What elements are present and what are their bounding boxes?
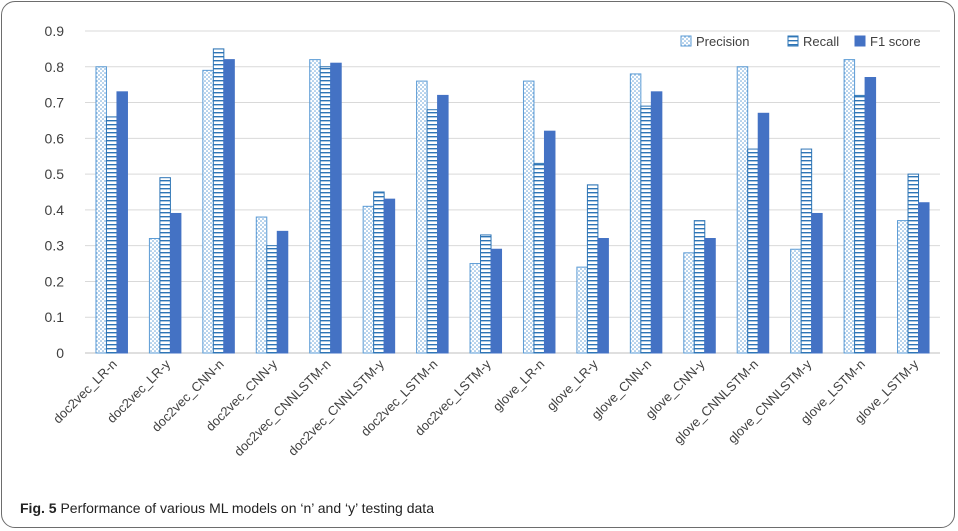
legend: Precision Recall F1 score	[680, 34, 921, 49]
y-tick-label: 0.3	[45, 238, 65, 254]
precision-bar	[629, 73, 642, 354]
precision-bar	[736, 66, 749, 354]
caption-label: Fig. 5	[20, 500, 57, 516]
y-axis-ticks: 0 0.1 0.2 0.3 0.4 0.5 0.6 0.7 0.8 0.9	[45, 23, 65, 361]
f1-score-bar	[490, 248, 503, 354]
recall-bar	[640, 105, 652, 354]
f1-score-bar	[864, 77, 877, 354]
legend-label: Precision	[696, 34, 749, 49]
y-tick-label: 0	[56, 345, 64, 361]
recall-bar	[854, 94, 866, 354]
y-tick-label: 0.5	[45, 166, 65, 182]
x-category-label: doc2vec_CNNLSTM-n	[231, 357, 334, 460]
y-tick-label: 0.1	[45, 309, 65, 325]
f1-score-bar	[116, 91, 128, 354]
f1-score-bar	[704, 238, 716, 354]
f1-score-bar	[169, 212, 182, 354]
precision-bar	[95, 66, 107, 354]
x-category-label: doc2vec_CNNLSTM-y	[285, 356, 387, 458]
recall-bar	[105, 116, 118, 354]
f1-score-bar	[383, 198, 396, 354]
f1-score-bar	[437, 94, 449, 354]
y-tick-label: 0.6	[45, 130, 65, 146]
y-tick-label: 0.4	[45, 202, 65, 218]
recall-bar	[533, 162, 545, 354]
precision-bar	[790, 248, 802, 354]
precision-bar	[469, 263, 482, 354]
legend-swatch	[854, 35, 866, 47]
caption-text: Performance of various ML models on ‘n’ …	[56, 500, 434, 516]
recall-bar	[212, 48, 225, 354]
legend-swatch	[680, 35, 692, 47]
recall-bar	[266, 245, 278, 354]
x-category-label: glove_LR-n	[490, 357, 548, 415]
recall-bar	[426, 109, 439, 354]
recall-bar	[319, 66, 332, 354]
x-axis-categories: doc2vec_LR-ndoc2vec_LR-ydoc2vec_CNN-ndoc…	[50, 356, 922, 459]
recall-bar	[480, 234, 492, 354]
bars	[95, 48, 930, 354]
precision-bar	[843, 59, 856, 354]
precision-bar	[522, 80, 535, 354]
precision-bar	[148, 238, 161, 354]
precision-bar	[309, 59, 321, 354]
recall-bar	[747, 148, 759, 354]
f1-score-bar	[330, 62, 342, 354]
precision-bar	[202, 69, 214, 354]
y-tick-label: 0.8	[45, 59, 65, 75]
recall-bar	[693, 220, 706, 354]
f1-score-bar	[597, 238, 609, 354]
bar-chart: 0 0.1 0.2 0.3 0.4 0.5 0.6 0.7 0.8 0.9 doc2vec_LR-…	[45, 23, 940, 459]
precision-bar	[576, 266, 588, 354]
recall-bar	[907, 173, 920, 354]
x-category-label: glove_LR-y	[544, 356, 601, 413]
precision-bar	[362, 205, 375, 354]
f1-score-bar	[223, 59, 235, 354]
precision-bar	[683, 252, 695, 354]
legend-swatch	[787, 35, 799, 47]
f1-score-bar	[918, 202, 930, 354]
y-tick-label: 0.9	[45, 23, 65, 39]
legend-label: Recall	[803, 34, 839, 49]
f1-score-bar	[811, 212, 823, 354]
precision-bar	[416, 80, 428, 354]
f1-score-bar	[650, 91, 663, 354]
precision-bar	[255, 216, 268, 354]
recall-bar	[586, 184, 599, 354]
f1-score-bar	[543, 130, 556, 354]
y-tick-label: 0.2	[45, 273, 65, 289]
f1-score-bar	[276, 230, 289, 354]
recall-bar	[373, 191, 385, 354]
precision-bar	[897, 220, 909, 354]
recall-bar	[159, 177, 171, 354]
y-tick-label: 0.7	[45, 95, 65, 111]
legend-label: F1 score	[870, 34, 921, 49]
figure-caption: Fig. 5 Performance of various ML models …	[20, 500, 434, 516]
recall-bar	[800, 148, 813, 354]
f1-score-bar	[757, 112, 770, 354]
